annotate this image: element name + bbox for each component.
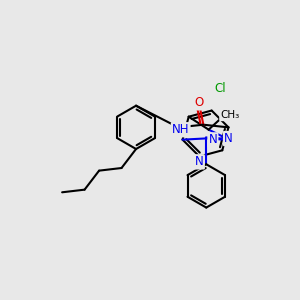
Text: N: N xyxy=(208,134,217,146)
Text: NH: NH xyxy=(172,123,189,136)
Text: N: N xyxy=(224,132,233,145)
Text: CH₃: CH₃ xyxy=(220,110,239,120)
Text: N: N xyxy=(195,155,204,168)
Text: O: O xyxy=(195,96,204,109)
Text: Cl: Cl xyxy=(214,82,226,95)
